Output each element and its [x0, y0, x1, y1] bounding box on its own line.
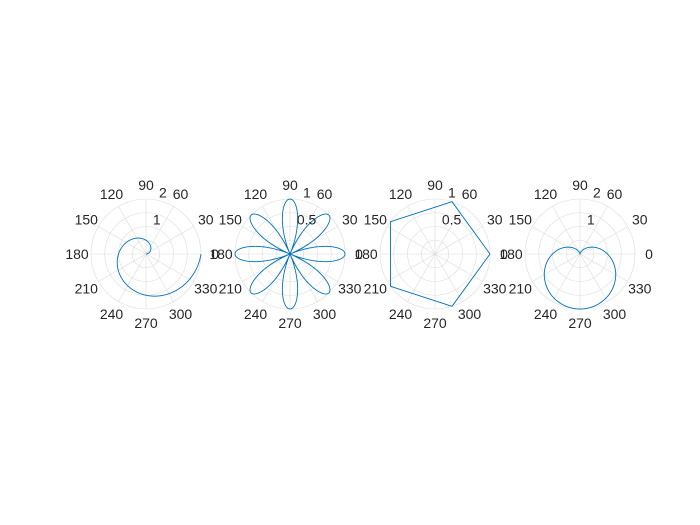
angle-tick-label: 300: [603, 306, 627, 322]
angle-tick-label: 330: [338, 281, 362, 297]
angle-tick-label: 90: [572, 177, 588, 193]
angle-tick-label: 60: [317, 186, 333, 202]
angle-tick-label: 30: [342, 212, 358, 228]
radial-grid-ring: [275, 239, 305, 269]
angle-tick-label: 30: [632, 212, 648, 228]
angle-tick-label: 270: [568, 315, 592, 331]
series-line: [543, 246, 617, 310]
angle-tick-label: 150: [219, 212, 243, 228]
angle-tick-label: 60: [462, 186, 478, 202]
angle-tick-label: 60: [607, 186, 623, 202]
angle-tick-label: 330: [483, 281, 507, 297]
angle-tick-label: 180: [65, 246, 89, 262]
angle-tick-label: 60: [173, 186, 189, 202]
radius-tick-label: 1: [448, 184, 456, 200]
angle-tick-label: 150: [509, 212, 533, 228]
angle-tick-label: 240: [534, 306, 558, 322]
angle-tick-label: 270: [278, 315, 302, 331]
angle-tick-label: 270: [134, 315, 158, 331]
angle-tick-label: 300: [458, 306, 482, 322]
angle-tick-label: 330: [628, 281, 652, 297]
angle-tick-label: 0: [355, 246, 363, 262]
radius-tick-label: 1: [303, 184, 311, 200]
series-line: [116, 237, 202, 297]
angle-tick-label: 120: [389, 186, 413, 202]
radial-grid-ring: [420, 239, 450, 269]
angle-tick-label: 0: [645, 246, 653, 262]
angle-tick-label: 150: [75, 212, 99, 228]
radius-tick-label: 1: [587, 211, 595, 227]
angle-tick-label: 150: [364, 212, 388, 228]
angle-tick-label: 180: [209, 246, 233, 262]
radius-tick-label: 0.5: [297, 211, 317, 227]
angle-tick-label: 120: [100, 186, 124, 202]
angle-tick-label: 0: [211, 246, 219, 262]
radial-grid-ring: [393, 212, 477, 296]
angle-tick-label: 90: [282, 177, 298, 193]
angle-tick-label: 210: [219, 281, 243, 297]
angle-tick-label: 30: [487, 212, 503, 228]
radius-tick-label: 2: [159, 184, 167, 200]
series-line: [390, 201, 491, 307]
angle-tick-label: 0: [500, 246, 508, 262]
radial-grid-ring: [248, 212, 332, 296]
angle-tick-label: 180: [354, 246, 378, 262]
angle-tick-label: 210: [75, 281, 99, 297]
radial-grid-ring: [407, 226, 463, 282]
angle-tick-label: 300: [169, 306, 193, 322]
angle-tick-label: 210: [364, 281, 388, 297]
radius-tick-label: 1: [153, 211, 161, 227]
angle-tick-label: 210: [509, 281, 533, 297]
angle-tick-label: 120: [534, 186, 558, 202]
angle-tick-label: 240: [100, 306, 124, 322]
series-line: [234, 198, 346, 310]
angle-tick-label: 330: [194, 281, 218, 297]
radial-grid-ring: [538, 212, 622, 296]
angle-tick-label: 240: [389, 306, 413, 322]
radial-grid-ring: [262, 226, 318, 282]
angle-tick-label: 90: [138, 177, 154, 193]
angle-tick-label: 120: [244, 186, 268, 202]
angle-tick-label: 300: [313, 306, 337, 322]
angle-tick-label: 180: [499, 246, 523, 262]
angle-tick-label: 240: [244, 306, 268, 322]
radius-tick-label: 0.5: [442, 211, 462, 227]
angle-tick-label: 90: [427, 177, 443, 193]
angle-tick-label: 30: [198, 212, 214, 228]
angle-tick-label: 270: [423, 315, 447, 331]
radial-grid-ring: [565, 239, 595, 269]
radius-tick-label: 2: [593, 184, 601, 200]
